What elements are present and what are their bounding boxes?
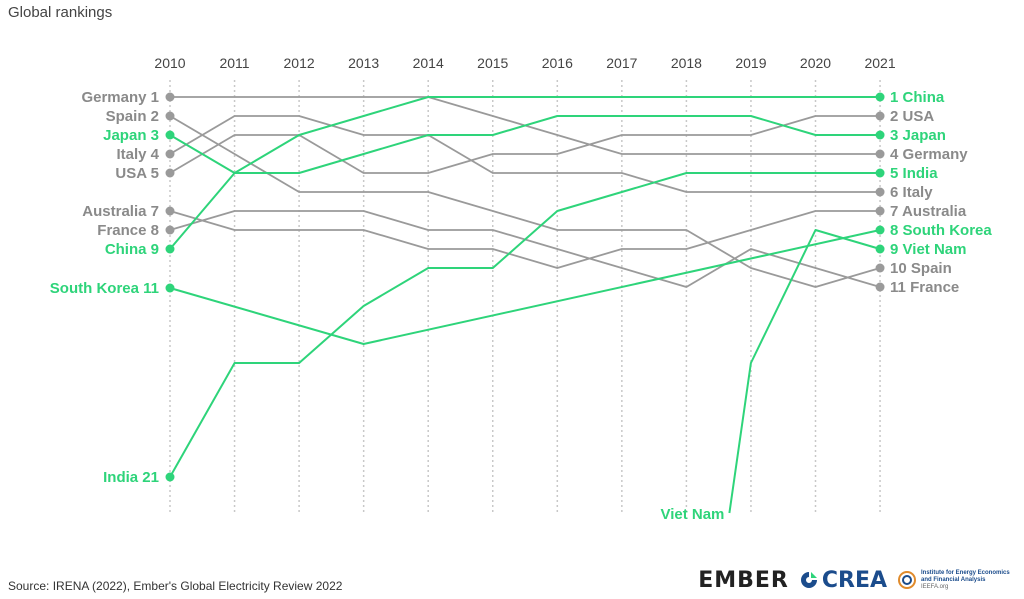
- ieefa-url: IEEFA.org: [921, 583, 949, 590]
- point-end-italy: [875, 187, 885, 197]
- label-start-japan: Japan 3: [103, 127, 159, 144]
- point-start-australia: [165, 206, 175, 216]
- series-labels: China 9 1 China USA 5 2 USA Japan 3 3 Japan Ge…: [50, 89, 993, 523]
- x-tick-2013: 2013: [348, 55, 379, 71]
- x-tick-2019: 2019: [735, 55, 766, 71]
- x-tick-2011: 2011: [219, 55, 249, 71]
- point-start-usa: [165, 168, 175, 178]
- points: [165, 92, 885, 482]
- label-start-china: China 9: [105, 241, 159, 258]
- label-end-spain: 10 Spain: [890, 260, 952, 277]
- line-spain: [169, 115, 881, 288]
- label-end-germany: 4 Germany: [890, 146, 968, 163]
- point-start-spain: [165, 111, 175, 121]
- point-start-china: [165, 244, 175, 254]
- label-end-south-korea: 8 South Korea: [890, 222, 992, 239]
- line-australia: [169, 210, 880, 269]
- line-india: [169, 172, 880, 478]
- label-end-usa: 2 USA: [890, 108, 934, 125]
- x-tick-2012: 2012: [284, 55, 315, 71]
- label-start-viet-nam: Viet Nam: [660, 506, 724, 523]
- point-end-usa: [875, 111, 885, 121]
- label-end-china: 1 China: [890, 89, 945, 106]
- label-end-viet-nam: 9 Viet Nam: [890, 241, 966, 258]
- point-end-china: [875, 92, 885, 102]
- ieefa-line1: Institute for Energy Economics: [921, 569, 1010, 576]
- x-tick-2016: 2016: [542, 55, 573, 71]
- label-end-india: 5 India: [890, 165, 938, 182]
- label-start-germany: Germany 1: [81, 89, 159, 106]
- grid-layer: [169, 80, 881, 515]
- label-end-italy: 6 Italy: [890, 184, 933, 201]
- label-start-italy: Italy 4: [116, 146, 159, 163]
- line-japan: [169, 115, 880, 174]
- ieefa-text: Institute for Energy Economics and Finan…: [921, 570, 1016, 591]
- label-end-australia: 7 Australia: [890, 203, 967, 220]
- point-end-south-korea: [875, 225, 885, 235]
- crea-logo-text: CREA: [821, 567, 887, 593]
- point-end-australia: [875, 206, 885, 216]
- label-start-australia: Australia 7: [82, 203, 159, 220]
- point-end-india: [875, 168, 885, 178]
- line-viet-nam: [728, 229, 881, 514]
- chart-title: Global rankings: [8, 4, 113, 21]
- label-end-france: 11 France: [890, 279, 959, 296]
- label-start-south-korea: South Korea 11: [50, 280, 159, 297]
- point-start-italy: [165, 149, 175, 159]
- crea-mark-icon: [800, 572, 817, 588]
- point-start-france: [165, 225, 175, 235]
- point-end-spain: [875, 263, 885, 273]
- point-end-japan: [875, 130, 885, 140]
- point-end-france: [875, 282, 885, 292]
- x-tick-2015: 2015: [477, 55, 508, 71]
- line-south-korea: [169, 229, 881, 345]
- globe-icon: [898, 571, 916, 589]
- x-tick-2021: 2021: [864, 55, 895, 71]
- source-note: Source: IRENA (2022), Ember's Global Ele…: [8, 579, 343, 593]
- point-end-germany: [875, 149, 885, 159]
- line-italy: [169, 115, 880, 193]
- label-end-japan: 3 Japan: [890, 127, 946, 144]
- crea-logo: CREA: [799, 568, 887, 593]
- logo-strip: EMBER CREA Institute for Energy Economic…: [698, 565, 1016, 595]
- highlighted-lines: [169, 96, 881, 514]
- ranking-chart: 2010 2011 2012 2013 2014 2015 2016 2017 2018 2019…: [50, 55, 993, 523]
- x-tick-2020: 2020: [800, 55, 831, 71]
- point-start-india: [165, 472, 175, 482]
- ieefa-line2: and Financial Analysis: [921, 576, 986, 583]
- point-start-germany: [165, 92, 175, 102]
- line-usa: [169, 115, 880, 174]
- line-france: [169, 210, 881, 288]
- line-china: [169, 96, 880, 250]
- label-start-usa: USA 5: [115, 165, 159, 182]
- point-start-south-korea: [165, 283, 175, 293]
- point-end-viet-nam: [875, 244, 885, 254]
- x-tick-2017: 2017: [606, 55, 637, 71]
- x-tick-2018: 2018: [671, 55, 702, 71]
- x-tick-2010: 2010: [154, 55, 185, 71]
- x-tick-2014: 2014: [413, 55, 444, 71]
- x-tick-labels: 2010 2011 2012 2013 2014 2015 2016 2017 2018 2019…: [154, 55, 895, 71]
- point-start-japan: [165, 130, 175, 140]
- label-start-france: France 8: [97, 222, 159, 239]
- label-start-india: India 21: [103, 469, 159, 486]
- ember-logo: EMBER: [698, 567, 789, 593]
- ieefa-logo: Institute for Energy Economics and Finan…: [897, 570, 1016, 591]
- label-start-spain: Spain 2: [106, 108, 159, 125]
